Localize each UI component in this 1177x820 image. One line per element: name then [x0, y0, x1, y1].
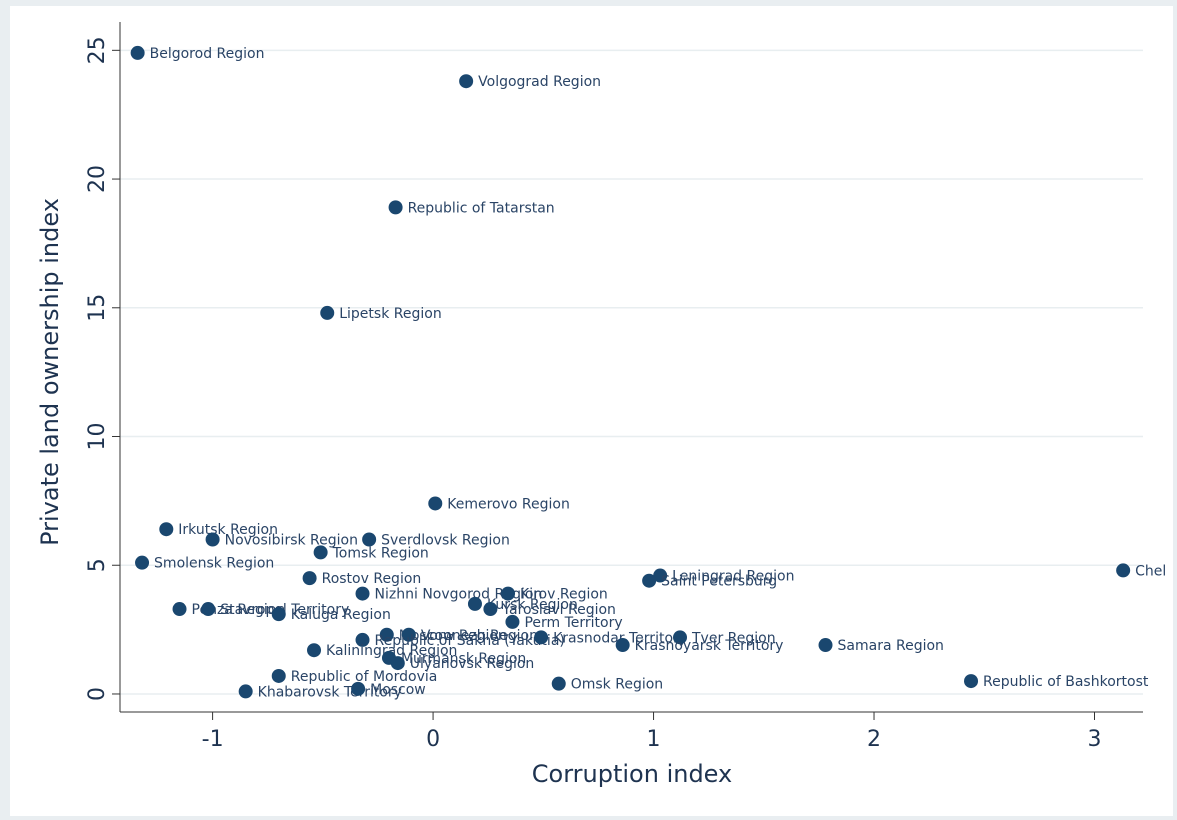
point-label: Murmansk Region: [401, 651, 526, 667]
point: [388, 200, 403, 215]
point-label: Belgorod Region: [150, 46, 265, 62]
point: [653, 568, 668, 583]
point-label: Tomsk Region: [332, 545, 429, 561]
y-tick-label: 0: [85, 687, 110, 701]
point-label: Krasnodar Territory: [553, 630, 687, 646]
y-tick-label: 15: [85, 294, 110, 322]
point-label: Saint Petersburg: [661, 574, 777, 590]
point: [501, 586, 516, 601]
point-label: Volgograd Region: [478, 74, 601, 90]
point: [483, 602, 498, 617]
point-label: Chel: [1135, 563, 1166, 579]
point: [135, 555, 150, 570]
point: [459, 74, 474, 89]
y-tick-label: 25: [85, 36, 110, 64]
point: [355, 632, 370, 647]
point-label: Omsk Region: [571, 677, 663, 693]
point: [818, 638, 833, 653]
point-label: Penza Region: [192, 602, 286, 618]
point: [551, 676, 566, 691]
point: [271, 668, 286, 683]
point: [964, 674, 979, 689]
point-label: Smolensk Region: [154, 556, 274, 572]
y-tick-label: 20: [85, 165, 110, 193]
x-axis-title: Corruption index: [532, 760, 732, 788]
point-label: Kaluga Region: [291, 607, 391, 623]
point-label: Voronezh Region: [421, 628, 538, 644]
point: [428, 496, 443, 511]
point-label: Sverdlovsk Region: [381, 533, 510, 549]
point-label: Yaroslavl Region: [501, 602, 616, 618]
point: [307, 643, 322, 658]
point: [130, 45, 145, 60]
point-label: Moscow: [370, 682, 426, 698]
point-label: Kirov Region: [520, 587, 608, 603]
point-label: Kemerovo Region: [447, 496, 570, 512]
chart-background: [10, 6, 1173, 816]
point: [390, 656, 405, 671]
point-label: Republic of Tatarstan: [408, 200, 555, 216]
x-tick-label: 2: [867, 727, 881, 752]
point-label: Moscow Region: [399, 628, 507, 644]
point: [320, 305, 335, 320]
point-label: Khabarovsk Territory: [258, 684, 402, 700]
point-label: Samara Region: [838, 638, 944, 654]
point: [302, 571, 317, 586]
point: [159, 522, 174, 537]
point-label: Leningrad Region: [672, 569, 794, 585]
y-tick-label: 5: [85, 558, 110, 572]
point-label: Krasnoyarsk Territory: [635, 638, 784, 654]
point: [379, 627, 394, 642]
point: [401, 627, 416, 642]
point: [615, 638, 630, 653]
point: [205, 532, 220, 547]
point: [505, 614, 520, 629]
point: [355, 586, 370, 601]
point: [1116, 563, 1131, 578]
x-tick-label: 1: [647, 727, 661, 752]
point-label: Tver Region: [691, 630, 776, 646]
y-axis-title: Private land ownership index: [36, 198, 64, 546]
x-tick-label: -1: [202, 727, 224, 752]
point-label: Irkutsk Region: [178, 522, 278, 538]
point-label: Republic of Mordovia: [291, 669, 438, 685]
point-label: Lipetsk Region: [339, 306, 441, 322]
point: [642, 573, 657, 588]
point: [271, 607, 286, 622]
point: [362, 532, 377, 547]
point-label: Ulyanovsk Region: [410, 656, 535, 672]
point: [534, 630, 549, 645]
point: [467, 596, 482, 611]
x-tick-label: 0: [426, 727, 440, 752]
point: [313, 545, 328, 560]
point-label: Novosibirsk Region: [225, 533, 358, 549]
point-label: Republic of Bashkortost: [983, 674, 1149, 690]
point-label: Nizhni Novgorod Region: [375, 587, 543, 603]
point: [673, 630, 688, 645]
point: [238, 684, 253, 699]
point-label: Kursk Region: [487, 597, 578, 613]
point: [351, 681, 366, 696]
point: [201, 602, 216, 617]
x-tick-label: 3: [1087, 727, 1101, 752]
point-label: Republic of Sakha (Yakutia): [375, 633, 565, 649]
point-label: Perm Territory: [524, 615, 622, 631]
point: [172, 602, 187, 617]
point-label: Kaliningrad Region: [326, 643, 457, 659]
point-label: Rostov Region: [322, 571, 422, 587]
point-label: Stavropol Territory: [220, 602, 349, 618]
y-tick-label: 10: [85, 423, 110, 451]
